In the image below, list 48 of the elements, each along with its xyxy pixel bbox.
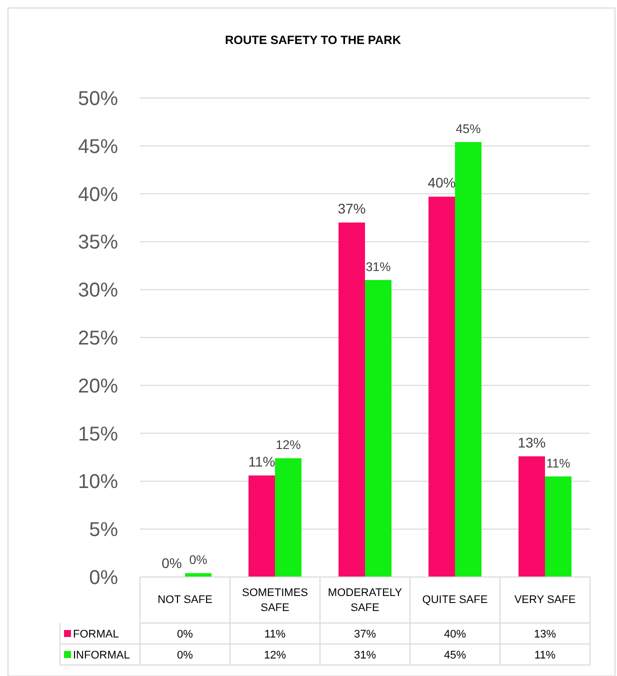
x-tick-label: VERY SAFE [514, 594, 576, 606]
text: 11% [248, 453, 276, 470]
x-tick-label: SOMETIMES SAFE [242, 587, 308, 614]
bar [545, 476, 572, 577]
bar [185, 573, 212, 577]
data-label: 0% [177, 650, 194, 662]
text: 12% [276, 438, 301, 452]
data-label: 0% [177, 628, 194, 640]
text: 0% [162, 555, 182, 571]
text: 31% [366, 260, 391, 274]
text: 11% [546, 456, 570, 470]
text: 45% [456, 122, 481, 136]
y-tick-label: 20% [78, 375, 118, 398]
legend-label: FORMAL [73, 628, 119, 640]
data-label: 45% [444, 650, 466, 662]
data-label: 11% [534, 650, 556, 662]
y-tick-label: 40% [78, 184, 118, 206]
x-tick-label: QUITE SAFE [422, 594, 488, 606]
x-tick-label: NOT SAFE [158, 594, 212, 606]
chart-title: ROUTE SAFETY TO THE PARK [224, 33, 402, 47]
y-tick-label: 30% [78, 280, 118, 302]
data-label: 13% [534, 628, 556, 640]
bar [428, 196, 455, 577]
y-tick-label: 45% [78, 136, 118, 158]
bar [365, 280, 392, 577]
data-label: 40% [444, 628, 466, 640]
y-tick-label: 50% [78, 88, 118, 110]
y-tick-label: 0% [89, 567, 118, 589]
bar [518, 456, 545, 577]
y-tick-label: 5% [89, 519, 118, 542]
text: 40% [428, 174, 456, 191]
data-label: 12% [264, 650, 286, 662]
data-label: 11% [264, 628, 286, 640]
text: 0% [189, 553, 208, 568]
bar [338, 222, 365, 577]
y-tick-label: 35% [78, 232, 118, 254]
y-tick-label: 25% [78, 328, 118, 350]
bar [248, 475, 275, 577]
data-label: 37% [354, 628, 376, 640]
data-label: 31% [354, 650, 376, 662]
x-tick-label: MODERATELY SAFE [328, 587, 403, 614]
legend-label: INFORMAL [73, 650, 130, 662]
bar [455, 142, 482, 577]
text: 13% [518, 434, 546, 450]
y-tick-label: 10% [78, 471, 118, 494]
bar [275, 458, 302, 577]
y-tick-label: 15% [78, 423, 118, 446]
text: 37% [338, 200, 366, 217]
